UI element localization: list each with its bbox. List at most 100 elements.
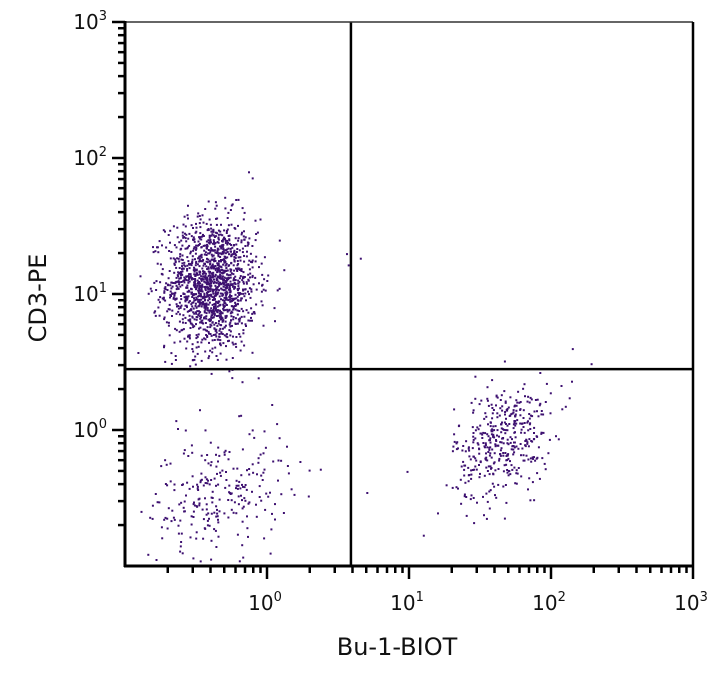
data-point (213, 280, 216, 283)
data-point (209, 333, 212, 335)
data-point (234, 323, 237, 325)
data-point (204, 459, 207, 462)
data-point (199, 302, 202, 305)
data-point (186, 481, 189, 484)
data-point (492, 409, 495, 411)
data-point (225, 335, 228, 338)
data-point (478, 448, 481, 451)
data-point (202, 296, 205, 299)
data-point (263, 468, 266, 471)
data-point (227, 247, 230, 250)
data-point (203, 262, 206, 265)
data-point (212, 249, 215, 252)
data-point (182, 506, 185, 509)
data-point (184, 322, 187, 324)
data-point (240, 241, 243, 244)
data-point (514, 413, 517, 416)
data-point (193, 285, 196, 288)
data-point (226, 251, 229, 253)
data-point (557, 438, 560, 441)
data-point (463, 474, 466, 477)
data-point (166, 527, 169, 530)
data-point (203, 328, 206, 331)
data-point (307, 495, 310, 498)
data-point (213, 327, 216, 330)
data-point (204, 287, 207, 290)
data-point (237, 262, 240, 265)
data-point (185, 494, 187, 497)
data-point (540, 410, 543, 412)
data-point (507, 474, 510, 477)
data-point (213, 312, 216, 315)
data-point (495, 440, 498, 442)
data-point (196, 310, 199, 313)
data-point (184, 225, 187, 228)
data-point (533, 499, 536, 502)
data-point (471, 447, 474, 450)
data-point (213, 307, 215, 310)
data-point (511, 438, 513, 441)
data-point (178, 503, 181, 506)
data-point (233, 282, 236, 285)
data-point (179, 255, 182, 258)
data-point (282, 512, 285, 514)
data-point (229, 273, 232, 276)
data-point (502, 442, 505, 445)
data-point (181, 259, 184, 261)
data-point (212, 258, 215, 261)
data-point (250, 288, 253, 291)
data-point (499, 454, 502, 457)
data-point (215, 204, 218, 207)
data-point (208, 483, 211, 486)
data-point (483, 514, 485, 517)
data-point (252, 283, 255, 286)
data-point (274, 503, 276, 506)
data-point (215, 309, 217, 312)
data-point (208, 252, 211, 255)
data-point (214, 245, 217, 248)
data-point (494, 444, 497, 447)
data-point (190, 224, 193, 227)
data-point (590, 363, 593, 366)
data-point (193, 267, 196, 270)
data-point (548, 438, 551, 441)
data-point (225, 285, 228, 288)
data-point (259, 218, 262, 221)
data-point (513, 441, 515, 444)
data-point (197, 300, 200, 303)
data-point (202, 328, 205, 331)
data-point (214, 529, 217, 532)
data-point (150, 290, 153, 293)
data-point (192, 238, 194, 241)
data-point (194, 231, 197, 234)
data-point (154, 250, 157, 253)
data-point (215, 292, 218, 295)
data-point (179, 271, 182, 273)
data-point (169, 229, 172, 232)
data-point (524, 445, 527, 448)
data-point (210, 276, 213, 279)
data-point (523, 459, 526, 462)
data-point (221, 288, 224, 291)
data-point (204, 482, 207, 484)
data-point (207, 291, 210, 293)
data-point (186, 310, 189, 313)
data-point (155, 289, 158, 291)
data-point (219, 471, 222, 474)
data-point (257, 377, 260, 380)
data-point (489, 452, 492, 455)
data-point (191, 255, 194, 258)
data-point (230, 223, 233, 226)
data-point (514, 415, 517, 418)
data-point (190, 309, 193, 312)
data-point (183, 500, 186, 503)
data-point (213, 296, 216, 299)
data-point (196, 341, 199, 344)
data-point (189, 322, 192, 325)
x-tick-label: 102 (532, 590, 566, 615)
data-point (499, 441, 502, 444)
data-point (208, 332, 210, 335)
data-point (201, 321, 204, 324)
data-point (209, 285, 212, 288)
data-point (510, 413, 513, 416)
